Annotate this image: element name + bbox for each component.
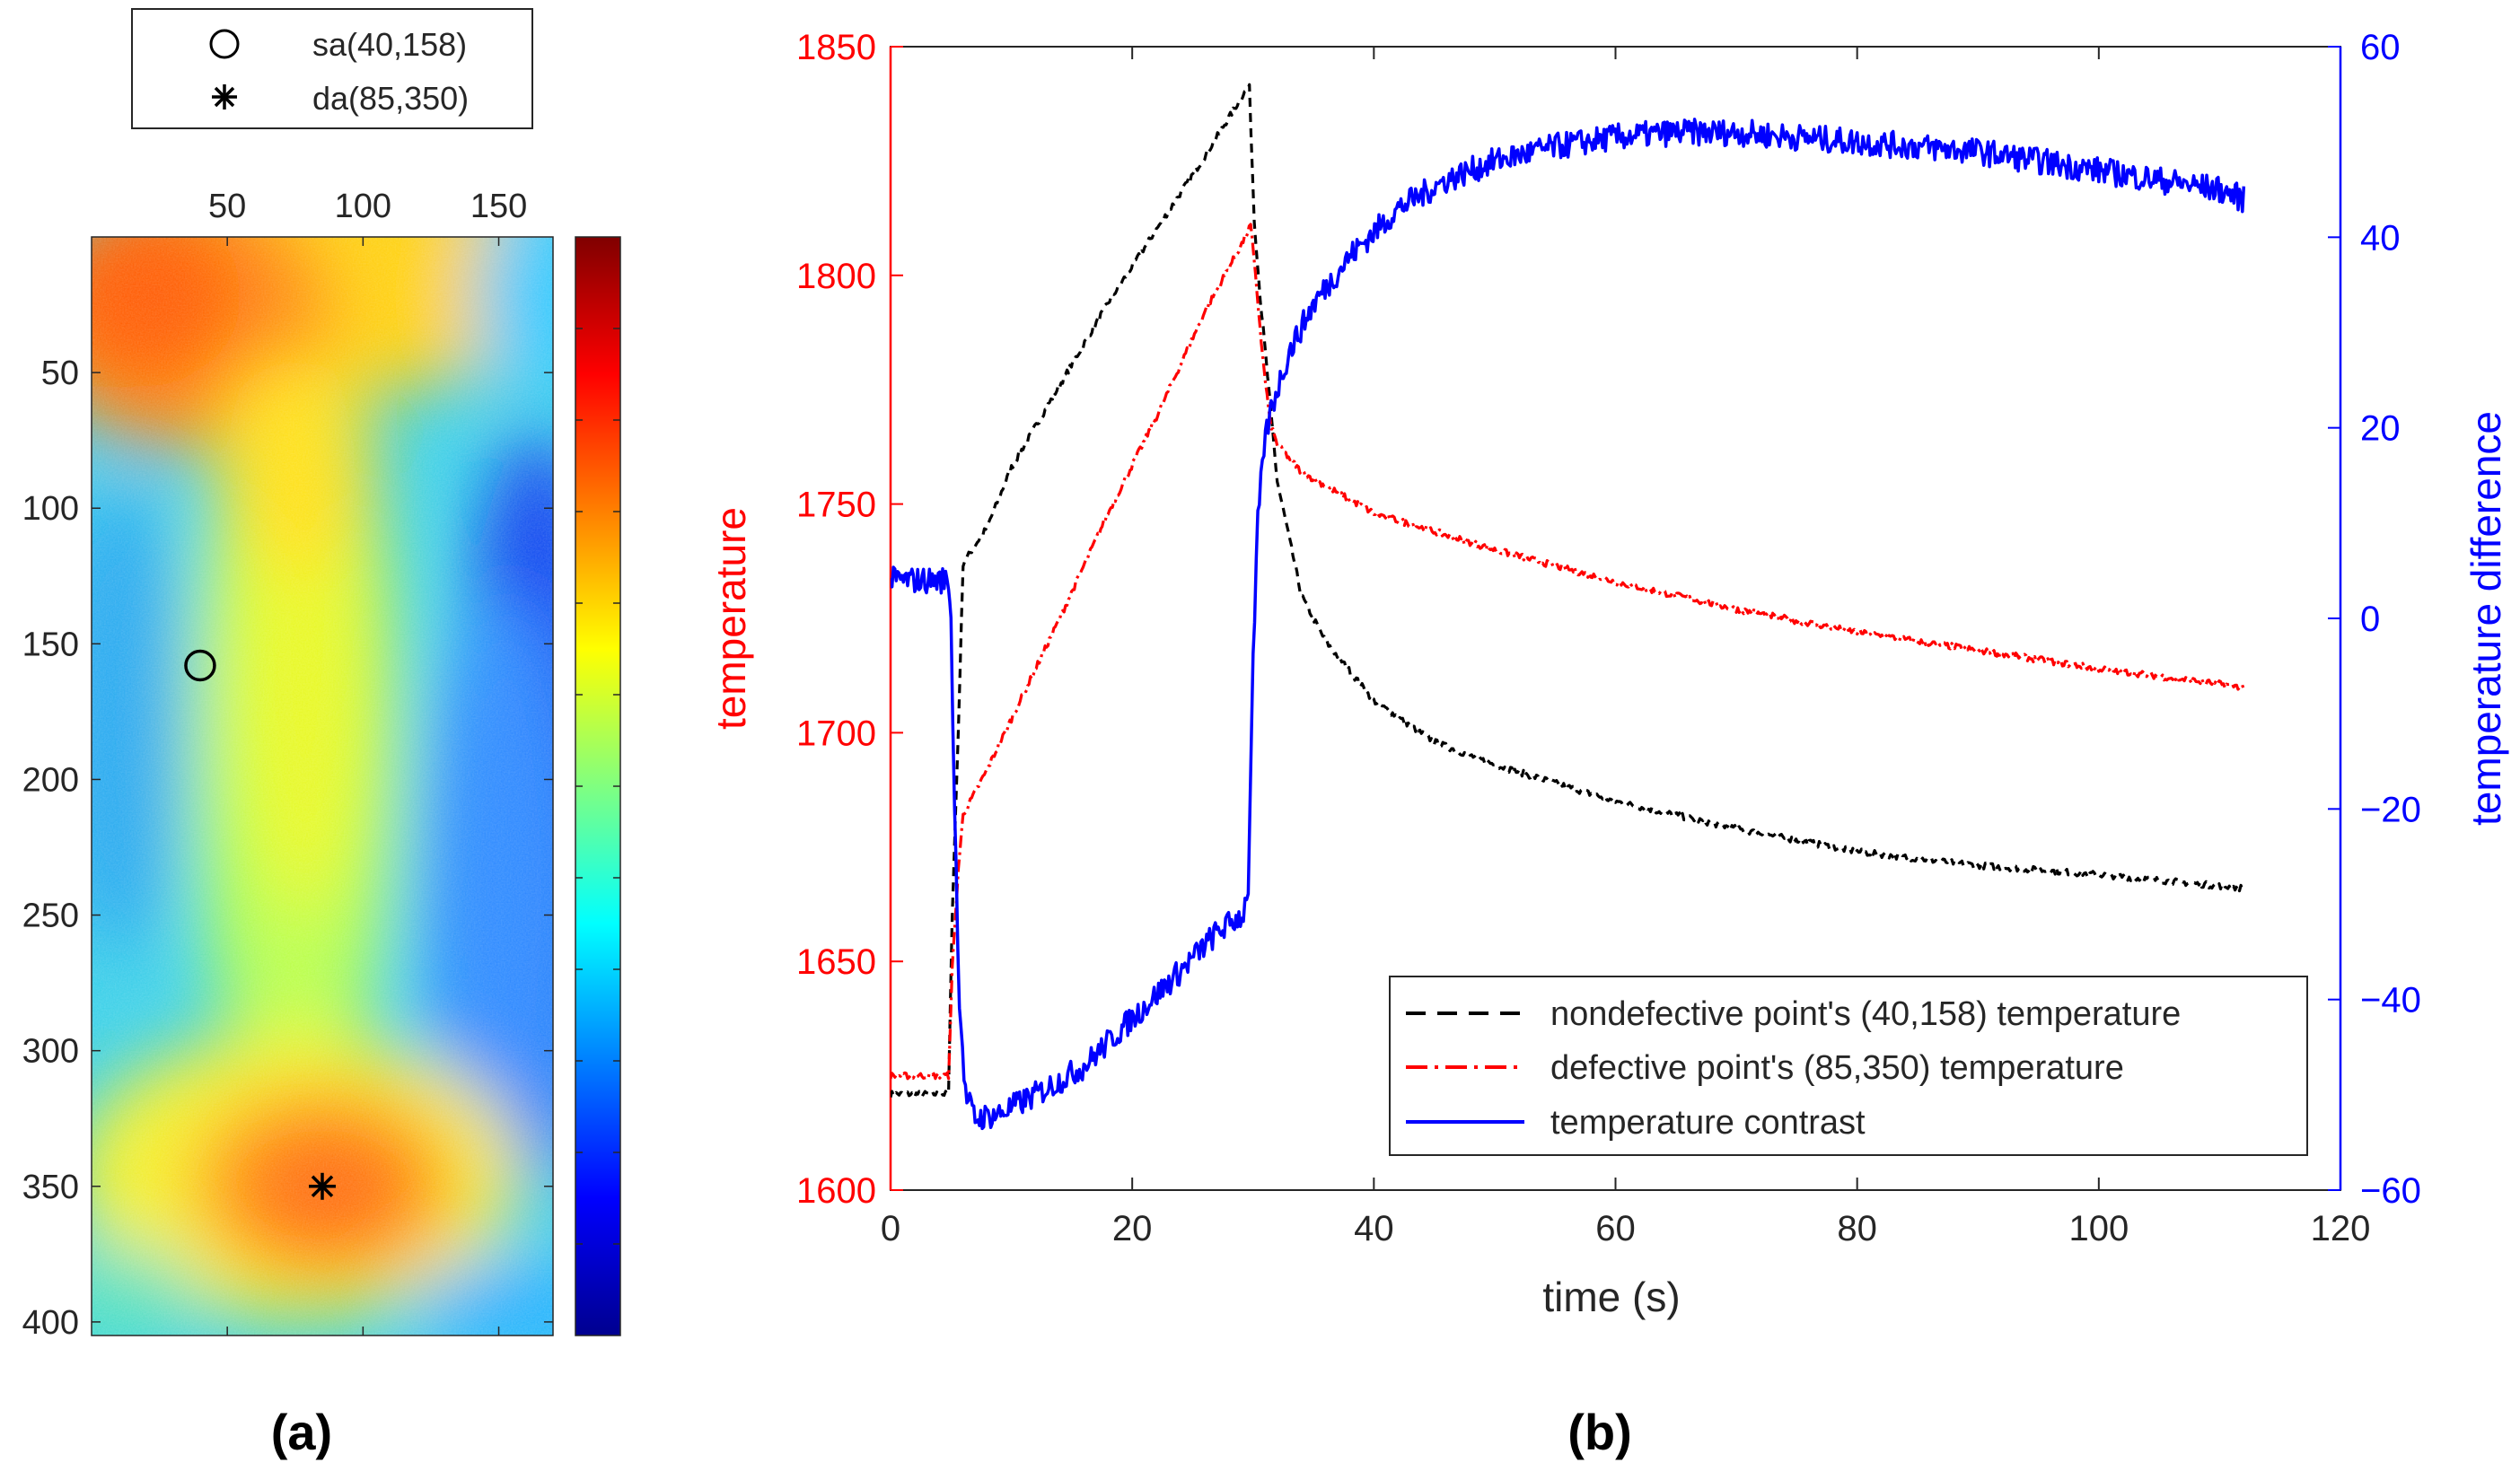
y-tick-label-right: 40 [2360,218,2401,258]
heat-y-tick-label: 350 [22,1169,79,1206]
marker-sa-circle-icon [184,649,216,682]
heat-y-tick-label: 250 [22,898,79,935]
legend-a-label-sa: sa(40,158) [312,26,467,63]
heatmap-frame [91,236,554,1336]
x-tick-label: 20 [1112,1209,1153,1248]
legend-b-label-nondefective: nondefective point's (40,158) temperatur… [1550,995,2181,1033]
asterisk-icon [212,84,237,109]
heat-y-tick-label: 300 [22,1033,79,1071]
y-axis-label-left: temperature [707,507,754,730]
heatmap-markers [184,649,336,1200]
legend-b: nondefective point's (40,158) temperatur… [1389,976,2308,1156]
legend-a-frame [131,8,533,129]
y-tick-label-left: 1600 [796,1171,876,1211]
heat-x-tick-label: 150 [470,188,527,225]
y-tick-label-right: 60 [2360,28,2401,67]
x-tick-label: 60 [1595,1209,1636,1248]
series-nondefective-line [891,83,2245,1099]
heat-y-tick-label: 150 [22,626,79,663]
y-tick-label-left: 1700 [796,714,876,753]
marker-da-asterisk-icon [309,1172,336,1200]
x-tick-label: 100 [2068,1209,2129,1248]
panel-a: sa(40,158) da(85,350) [22,8,621,1460]
panel-label-a: (a) [271,1404,332,1460]
y-tick-label-left: 1800 [796,257,876,296]
heat-x-tick-label: 50 [208,188,246,225]
heat-y-tick-label: 100 [22,490,79,528]
y-tick-label-right: 0 [2360,600,2380,639]
series-defective-line [891,223,2245,1081]
legend-b-frame [1389,976,2308,1156]
panel-b: 0 20 40 60 80 100 120 1600 1650 1700 1750 1800 1850 −… [707,28,2509,1460]
x-tick-label: 40 [1354,1209,1394,1248]
line-axes: 0 20 40 60 80 100 120 1600 1650 1700 1750 1800 1850 −… [796,28,2421,1248]
heat-y-tick-label: 200 [22,761,79,799]
legend-b-label-contrast: temperature contrast [1550,1104,1866,1142]
x-tick-label: 120 [2311,1209,2371,1248]
y-tick-label-left: 1750 [796,486,876,525]
x-tick-label: 0 [881,1209,900,1248]
circle-icon [209,29,240,59]
y-tick-label-right: −20 [2360,790,2421,829]
series-contrast-line [891,118,2246,1131]
line-series [891,83,2246,1131]
heat-y-tick-label: 400 [22,1304,79,1342]
heat-y-tick-label: 50 [41,355,79,392]
y-tick-label-left: 1850 [796,28,876,67]
heat-x-tick-label: 100 [335,188,391,225]
legend-b-label-defective: defective point's (85,350) temperature [1550,1049,2124,1087]
colorbar-ticks [575,328,620,1245]
legend-a: sa(40,158) da(85,350) [131,8,533,129]
y-tick-label-right: 20 [2360,409,2401,449]
y-tick-label-right: −40 [2360,981,2421,1020]
heatmap-axes: 50 100 150 50 100 150 200 250 300 350 400 [22,188,553,1342]
x-tick-label: 80 [1837,1209,1877,1248]
panel-label-b: (b) [1567,1404,1632,1460]
heatmap-field [92,237,553,1336]
legend-a-label-da: da(85,350) [312,80,469,117]
x-axis-label: time (s) [1542,1274,1680,1320]
y-tick-label-right: −60 [2360,1171,2421,1211]
y-axis-label-right: temperature difference [2463,411,2509,826]
y-tick-label-left: 1650 [796,942,876,982]
